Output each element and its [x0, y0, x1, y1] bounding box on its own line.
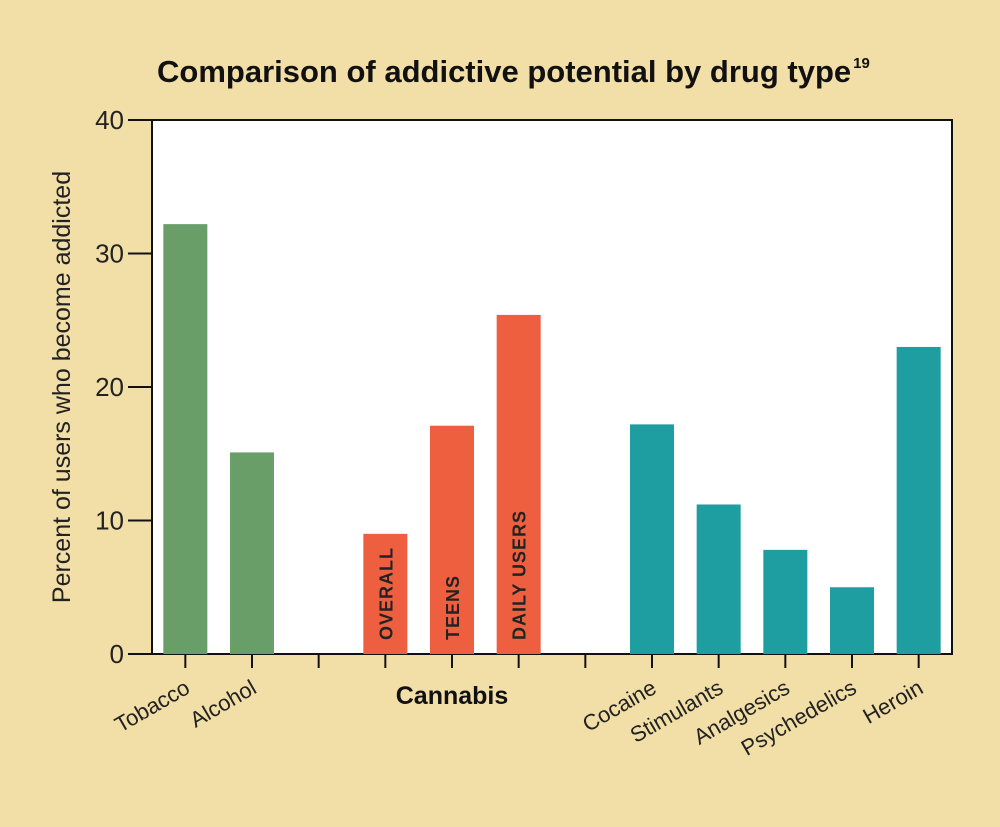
bar-analgesics [763, 549, 808, 654]
y-tick-label: 30 [95, 239, 124, 269]
x-tick-label: Alcohol [186, 675, 261, 733]
bar-inner-label: TEENS [443, 575, 463, 640]
y-tick-label: 0 [110, 639, 124, 669]
x-tick-label: Heroin [859, 675, 928, 729]
bar-heroin [896, 346, 941, 654]
bar-teens [430, 425, 474, 654]
bar-stimulants [696, 504, 741, 654]
y-axis-label: Percent of users who become addicted [48, 171, 76, 603]
plot-area [151, 119, 953, 655]
bars: OVERALL TEENS DAILY USERS [163, 224, 941, 654]
bar-daily-users [496, 314, 541, 654]
bar-alcohol [230, 452, 274, 654]
group-label: Cannabis [396, 682, 509, 710]
bar-inner-label: DAILY USERS [510, 510, 530, 640]
chart-title-text: Comparison of addictive potential by dru… [157, 54, 851, 89]
y-axis: 0 10 20 30 40 [95, 105, 152, 669]
chart-title-superscript: 19 [853, 55, 870, 72]
x-tick-label: Tobacco [110, 675, 193, 738]
x-axis [184, 654, 920, 668]
bar-inner-label: OVERALL [376, 547, 396, 640]
bar-psychedelics [830, 587, 874, 654]
y-tick-label: 10 [95, 506, 124, 536]
chart-title: Comparison of addictive potential by dru… [157, 54, 870, 89]
bar-cocaine [630, 424, 674, 654]
y-tick-label: 20 [95, 372, 124, 402]
bar-tobacco [163, 224, 208, 654]
bar-overall [363, 533, 408, 654]
y-tick-label: 40 [95, 105, 124, 135]
group-labels: Cannabis [396, 682, 509, 710]
